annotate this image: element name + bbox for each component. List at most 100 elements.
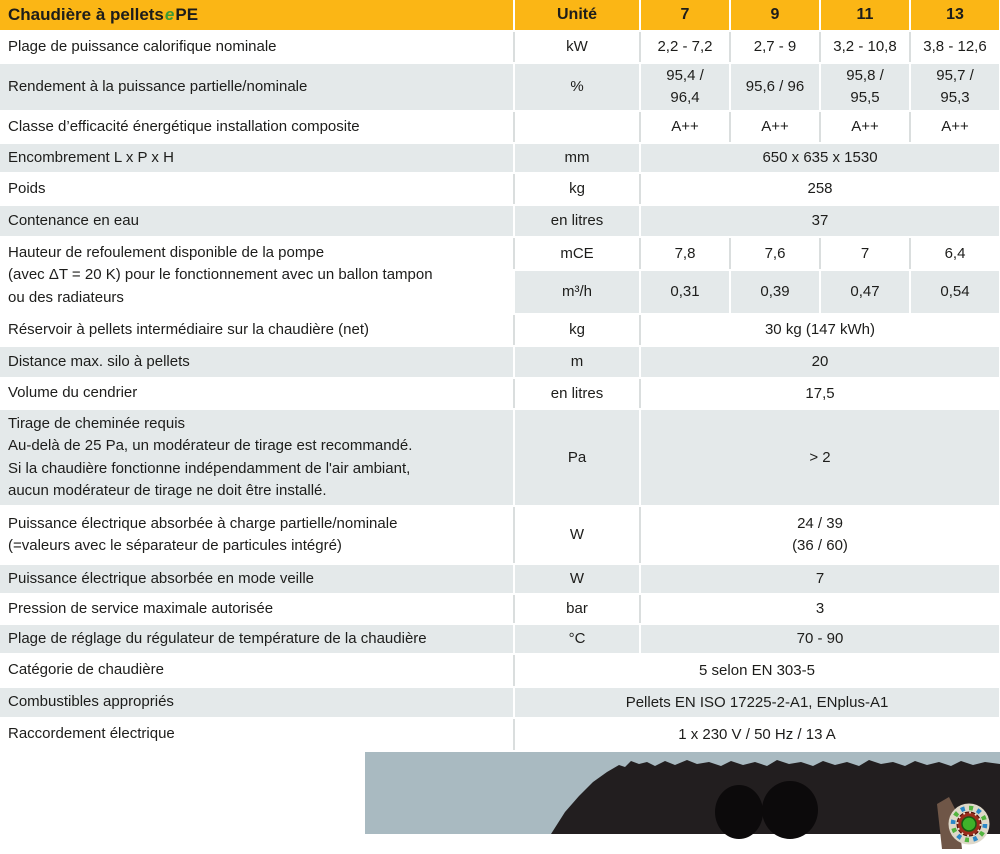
unit-cell: kW — [515, 32, 639, 62]
table-row: Distance max. silo à pellets m 20 — [0, 347, 999, 377]
row-label: Puissance électrique absorbée à charge p… — [0, 507, 513, 563]
value-cell: 95,8 / 95,5 — [821, 64, 909, 110]
footer-photo-strip — [365, 752, 1000, 849]
value-cell: 0,31 — [641, 271, 729, 313]
value-cell: 3,8 - 12,6 — [911, 32, 999, 62]
unit-cell: W — [515, 565, 639, 593]
row-label: Volume du cendrier — [0, 379, 513, 408]
table-row: Classe d’efficacité énergétique installa… — [0, 112, 999, 142]
value-cell: 2,7 - 9 — [731, 32, 819, 62]
table-row: Plage de réglage du régulateur de tempér… — [0, 625, 999, 653]
value-cell: A++ — [731, 112, 819, 142]
value-cell: Pellets EN ISO 17225-2-A1, ENplus-A1 — [515, 688, 999, 717]
value-cell: 6,4 — [911, 238, 999, 269]
brand-e: e — [164, 5, 175, 25]
unit-cell: m³/h — [515, 271, 639, 313]
value-cell: 650 x 635 x 1530 — [641, 144, 999, 172]
spec-table: Chaudière à pellets e PE Unité 7 9 11 13 Pla… — [0, 0, 999, 750]
row-label: Catégorie de chaudière — [0, 655, 513, 686]
footer-photo-graphic — [365, 752, 1000, 849]
row-label: Classe d’efficacité énergétique installa… — [0, 112, 513, 142]
row-label: Contenance en eau — [0, 206, 513, 236]
value-cell: 24 / 39 (36 / 60) — [641, 507, 999, 563]
model-column-header: 11 — [821, 0, 909, 30]
value-cell: 0,39 — [731, 271, 819, 313]
value-cell: 0,54 — [911, 271, 999, 313]
table-row: Volume du cendrier en litres 17,5 — [0, 379, 999, 408]
title-prefix: Chaudière à pellets — [8, 5, 164, 25]
row-label: Rendement à la puissance partielle/nomin… — [0, 64, 513, 110]
row-label: Distance max. silo à pellets — [0, 347, 513, 377]
dark-foreground-shape — [762, 781, 818, 839]
row-label: Plage de réglage du régulateur de tempér… — [0, 625, 513, 653]
row-label: Combustibles appropriés — [0, 688, 513, 717]
row-label: Pression de service maximale autorisée — [0, 595, 513, 623]
table-row: Réservoir à pellets intermédiaire sur la… — [0, 315, 999, 345]
unit-cell — [515, 112, 639, 142]
value-cell: 7 — [641, 565, 999, 593]
row-label: Poids — [0, 174, 513, 204]
table-row: Poids kg 258 — [0, 174, 999, 204]
value-cell: 7 — [821, 238, 909, 269]
value-cell: 95,7 / 95,3 — [911, 64, 999, 110]
table-row: Tirage de cheminée requis Au-delà de 25 … — [0, 410, 999, 505]
row-label: Encombrement L x P x H — [0, 144, 513, 172]
value-cell: 7,6 — [731, 238, 819, 269]
dark-foreground-shape — [715, 785, 763, 839]
unit-column-header: Unité — [515, 0, 639, 30]
model-column-header: 13 — [911, 0, 999, 30]
value-cell: 7,8 — [641, 238, 729, 269]
model-column-header: 7 — [641, 0, 729, 30]
table-title: Chaudière à pellets e PE — [0, 0, 513, 30]
value-cell: 5 selon EN 303-5 — [515, 655, 999, 686]
unit-cell: m — [515, 347, 639, 377]
table-row: Pression de service maximale autorisée ba… — [0, 595, 999, 623]
value-cell: 2,2 - 7,2 — [641, 32, 729, 62]
value-cell: > 2 — [641, 410, 999, 505]
unit-cell: kg — [515, 315, 639, 345]
value-cell: A++ — [821, 112, 909, 142]
value-cell: 17,5 — [641, 379, 999, 408]
model-column-header: 9 — [731, 0, 819, 30]
table-row: Combustibles appropriés Pellets EN ISO 17… — [0, 688, 999, 717]
table-row: Catégorie de chaudière 5 selon EN 303-5 — [0, 655, 999, 686]
unit-cell: bar — [515, 595, 639, 623]
row-label: Puissance électrique absorbée en mode ve… — [0, 565, 513, 593]
row-label: Hauteur de refoulement disponible de la … — [0, 238, 513, 313]
unit-cell: % — [515, 64, 639, 110]
value-cell: 30 kg (147 kWh) — [641, 315, 999, 345]
value-cell: 95,6 / 96 — [731, 64, 819, 110]
table-row: Rendement à la puissance partielle/nomin… — [0, 64, 999, 110]
unit-cell: mCE — [515, 238, 639, 269]
unit-cell: en litres — [515, 379, 639, 408]
table-row: Puissance électrique absorbée à charge p… — [0, 507, 999, 563]
table-header-row: Chaudière à pellets e PE Unité 7 9 11 13 — [0, 0, 999, 30]
table-row: Hauteur de refoulement disponible de la … — [0, 238, 999, 313]
value-cell: A++ — [641, 112, 729, 142]
row-label: Raccordement électrique — [0, 719, 513, 750]
title-suffix: PE — [175, 5, 199, 25]
value-cell: 3 — [641, 595, 999, 623]
table-row: Plage de puissance calorifique nominale k… — [0, 32, 999, 62]
unit-cell: kg — [515, 174, 639, 204]
value-cell: 37 — [641, 206, 999, 236]
unit-cell: W — [515, 507, 639, 563]
value-cell: 3,2 - 10,8 — [821, 32, 909, 62]
value-cell: 258 — [641, 174, 999, 204]
unit-cell: Pa — [515, 410, 639, 505]
unit-cell: °C — [515, 625, 639, 653]
value-cell: 70 - 90 — [641, 625, 999, 653]
value-cell: 95,4 / 96,4 — [641, 64, 729, 110]
unit-cell: en litres — [515, 206, 639, 236]
certification-badge-icon — [948, 803, 990, 845]
row-label: Tirage de cheminée requis Au-delà de 25 … — [0, 410, 513, 505]
value-cell: A++ — [911, 112, 999, 142]
table-row: Puissance électrique absorbée en mode ve… — [0, 565, 999, 593]
table-row: Contenance en eau en litres 37 — [0, 206, 999, 236]
table-row: Raccordement électrique 1 x 230 V / 50 Hz… — [0, 719, 999, 750]
row-label: Réservoir à pellets intermédiaire sur la… — [0, 315, 513, 345]
value-cell: 20 — [641, 347, 999, 377]
value-cell: 0,47 — [821, 271, 909, 313]
value-cell: 1 x 230 V / 50 Hz / 13 A — [515, 719, 999, 750]
